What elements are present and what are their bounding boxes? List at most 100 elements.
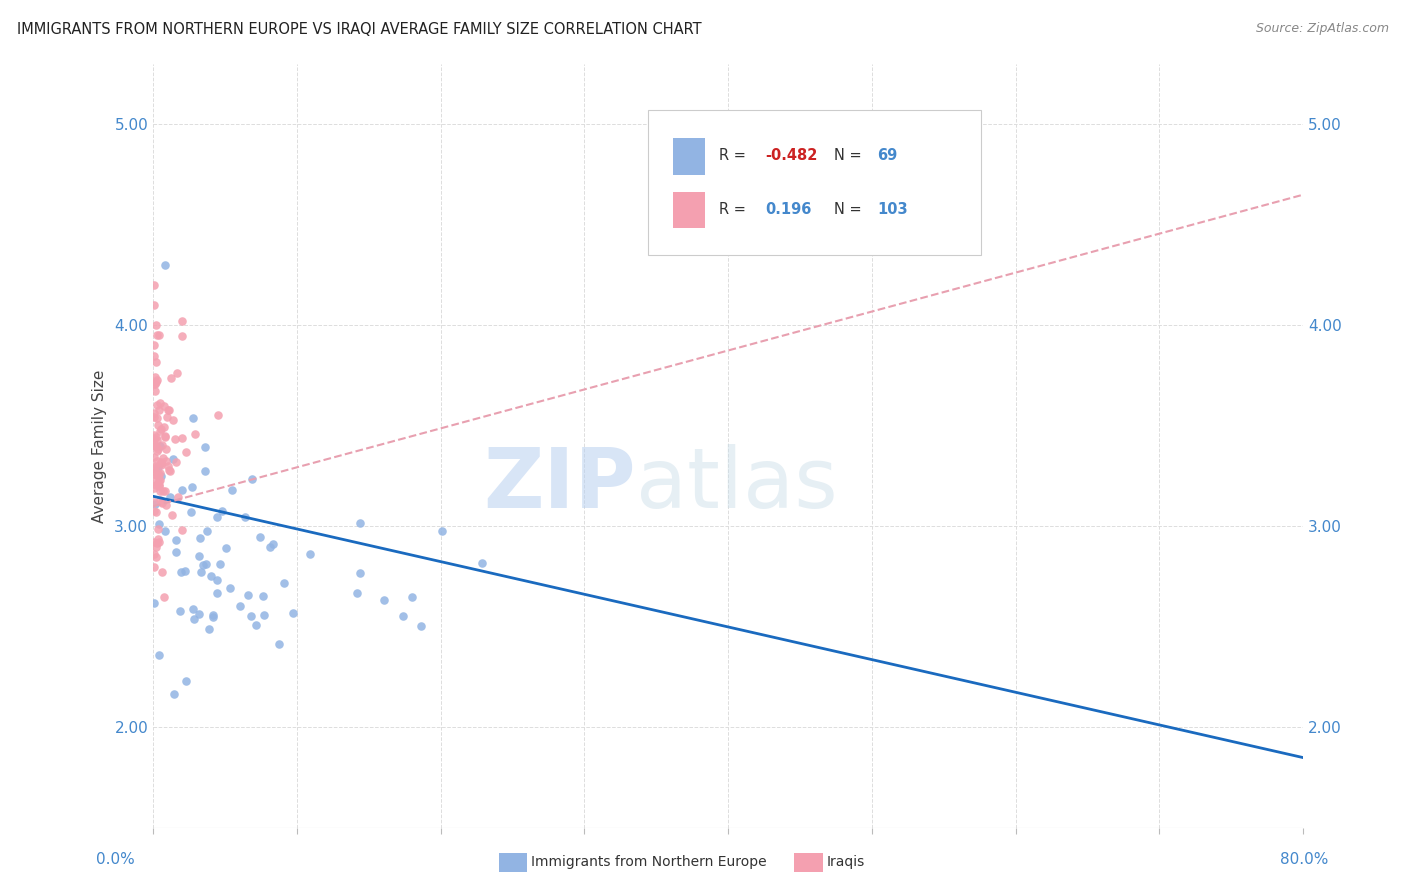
Point [208, 558, 231, 572]
Point [252, 590, 274, 604]
Point [159, 462, 181, 476]
Point [165, 454, 187, 468]
Point [273, 576, 295, 591]
Point [142, 467, 165, 481]
Point [183, 612, 205, 626]
Point [205, 510, 228, 524]
Point [143, 439, 166, 453]
Point [240, 472, 263, 486]
Point [145, 540, 167, 554]
Point [148, 517, 170, 532]
Text: atlas: atlas [636, 443, 838, 524]
Point [205, 573, 228, 587]
Point [149, 473, 172, 487]
Point [150, 468, 173, 483]
Point [146, 411, 169, 425]
Point [143, 497, 166, 511]
Point [180, 505, 202, 519]
Point [259, 541, 281, 555]
Point [430, 524, 453, 538]
Point [207, 408, 229, 422]
Point [149, 466, 172, 480]
Point [145, 465, 167, 479]
Point [201, 609, 224, 624]
Point [240, 608, 263, 623]
Point [146, 522, 169, 536]
Point [142, 432, 165, 446]
Point [298, 547, 321, 561]
Point [152, 590, 174, 604]
Text: ZIP: ZIP [484, 443, 636, 524]
Point [155, 453, 177, 467]
Point [194, 441, 217, 455]
Point [269, 636, 291, 650]
Point [148, 474, 170, 488]
Point [238, 588, 260, 602]
Point [152, 400, 174, 414]
Point [170, 566, 193, 580]
Point [146, 467, 169, 482]
Point [146, 399, 169, 413]
Point [146, 468, 169, 483]
Text: R =: R = [718, 148, 751, 163]
Point [283, 606, 305, 620]
Point [143, 547, 166, 561]
Point [156, 410, 179, 425]
Point [148, 477, 170, 491]
Point [167, 490, 190, 504]
Point [170, 313, 193, 327]
Point [145, 433, 167, 447]
Text: N =: N = [834, 148, 866, 163]
Point [155, 499, 177, 513]
Point [156, 402, 179, 417]
Point [150, 565, 173, 579]
Point [165, 545, 187, 559]
Point [145, 443, 167, 458]
Text: IMMIGRANTS FROM NORTHERN EUROPE VS IRAQI AVERAGE FAMILY SIZE CORRELATION CHART: IMMIGRANTS FROM NORTHERN EUROPE VS IRAQI… [17, 22, 702, 37]
Point [146, 454, 169, 468]
Point [190, 565, 212, 579]
Point [471, 557, 494, 571]
Point [195, 557, 218, 571]
Point [146, 460, 169, 475]
Point [142, 409, 165, 424]
Point [162, 451, 184, 466]
Point [148, 534, 170, 549]
Text: 69: 69 [877, 148, 898, 163]
Point [149, 492, 172, 507]
Point [153, 428, 176, 442]
Point [411, 618, 433, 632]
Point [155, 442, 177, 456]
Point [150, 458, 173, 472]
Point [229, 599, 252, 613]
Point [181, 602, 204, 616]
Point [145, 375, 167, 389]
Point [159, 490, 181, 504]
Point [148, 466, 170, 480]
Point [205, 586, 228, 600]
Point [184, 426, 207, 441]
Point [346, 586, 368, 600]
Text: Iraqis: Iraqis [827, 855, 865, 869]
Point [149, 455, 172, 469]
Point [142, 437, 165, 451]
Point [188, 607, 211, 622]
Text: 0.0%: 0.0% [96, 852, 135, 867]
Point [143, 370, 166, 384]
Point [145, 478, 167, 492]
Point [142, 504, 165, 518]
Point [145, 318, 167, 333]
Point [194, 464, 217, 478]
Point [201, 608, 224, 623]
Point [153, 258, 176, 272]
Point [145, 354, 167, 368]
Point [163, 432, 186, 446]
Point [160, 371, 183, 385]
FancyBboxPatch shape [648, 110, 981, 255]
Point [146, 532, 169, 546]
Point [148, 648, 170, 662]
Text: 103: 103 [877, 202, 908, 217]
Point [176, 445, 198, 459]
Point [143, 596, 166, 610]
Point [169, 604, 191, 618]
